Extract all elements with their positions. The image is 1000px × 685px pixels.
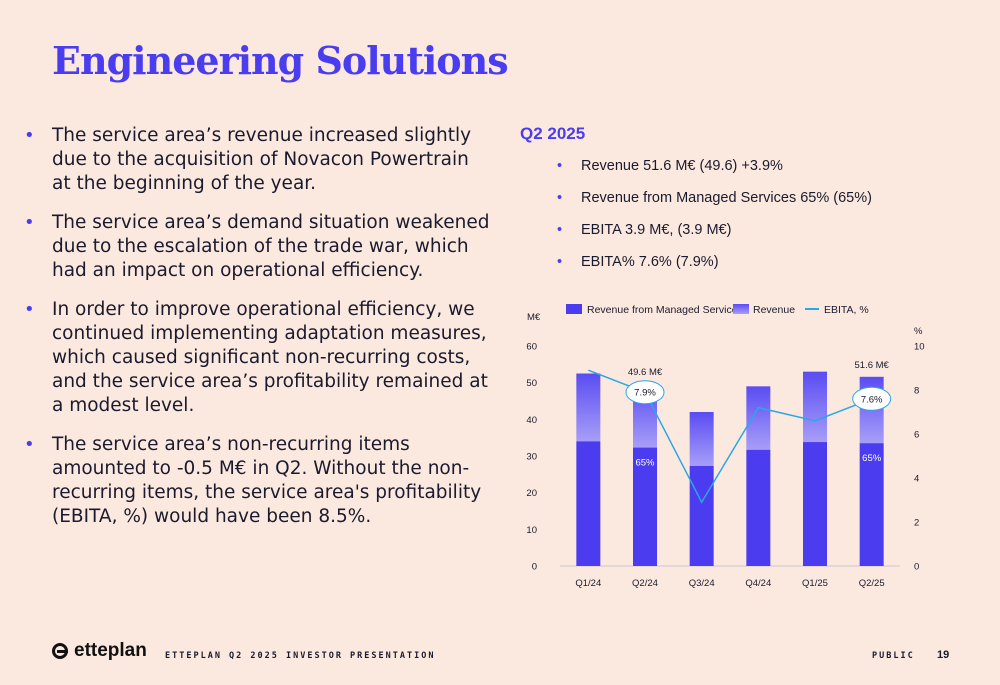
revenue-ebita-chart: Revenue from Managed Services Revenue EBIT… xyxy=(526,304,925,589)
kpi-item: EBITA 3.9 M€, (3.9 M€) xyxy=(555,219,872,251)
etteplan-logo-icon xyxy=(52,643,68,659)
y-axis-label: M€ xyxy=(527,312,541,323)
managed-services-bar xyxy=(576,441,601,566)
y2-tick-label: 4 xyxy=(914,474,919,485)
y2-tick-label: 2 xyxy=(914,518,919,529)
ebita-data-label: 7.9% xyxy=(634,388,656,399)
bullet-item: In order to improve operational efficien… xyxy=(22,298,492,418)
managed-services-data-label: 65% xyxy=(635,458,655,469)
revenue-bar xyxy=(746,386,771,450)
legend-swatch-ms xyxy=(566,304,582,314)
y2-tick-label: 6 xyxy=(914,430,919,441)
revenue-bar xyxy=(803,371,827,443)
managed-services-bar xyxy=(859,443,884,566)
legend-swatch-revenue xyxy=(733,304,749,314)
revenue-bar xyxy=(576,373,601,442)
kpi-item: EBITA% 7.6% (7.9%) xyxy=(555,251,872,283)
y-tick-label: 30 xyxy=(526,452,537,463)
y-tick-label: 10 xyxy=(526,525,537,536)
x-tick-label: Q2/24 xyxy=(632,578,658,589)
y2-tick-label: 10 xyxy=(914,342,925,353)
managed-services-bar xyxy=(803,442,827,566)
y-tick-label: 40 xyxy=(526,415,537,426)
y-tick-label: 20 xyxy=(526,488,537,499)
managed-services-data-label: 65% xyxy=(862,453,882,464)
kpi-item: Revenue from Managed Services 65% (65%) xyxy=(555,187,872,219)
x-tick-label: Q1/24 xyxy=(575,578,601,589)
etteplan-logo: etteplan xyxy=(52,640,147,662)
y-tick-label: 50 xyxy=(526,378,537,389)
bullet-list: The service area’s revenue increased sli… xyxy=(22,124,492,544)
bullet-item: The service area’s revenue increased sli… xyxy=(22,124,492,196)
x-tick-label: Q2/25 xyxy=(859,578,885,589)
legend-label: EBITA, % xyxy=(824,304,869,316)
managed-services-bar xyxy=(689,465,714,566)
kpi-item: Revenue 51.6 M€ (49.6) +3.9% xyxy=(555,155,872,187)
kpi-list: Revenue 51.6 M€ (49.6) +3.9% Revenue fro… xyxy=(555,155,872,283)
quarter-title: Q2 2025 xyxy=(520,124,586,143)
footer-text: ETTEPLAN Q2 2025 INVESTOR PRESENTATION xyxy=(165,651,436,661)
y2-tick-label: 0 xyxy=(914,562,919,573)
y2-axis-label: % xyxy=(914,326,923,337)
y2-tick-label: 8 xyxy=(914,386,919,397)
classification-label: PUBLIC xyxy=(872,651,915,661)
x-tick-label: Q4/24 xyxy=(745,578,771,589)
page-number: 19 xyxy=(937,649,950,661)
y-tick-label: 60 xyxy=(526,342,537,353)
ebita-label-bubble xyxy=(852,386,892,411)
bullet-item: The service area’s non-recurring items a… xyxy=(22,433,492,529)
bullet-item: The service area’s demand situation weak… xyxy=(22,211,492,283)
revenue-data-label: 49.6 M€ xyxy=(628,367,663,378)
revenue-data-label: 51.6 M€ xyxy=(855,360,890,371)
logo-text: etteplan xyxy=(74,640,147,661)
ebita-data-label: 7.6% xyxy=(861,394,883,405)
x-tick-label: Q3/24 xyxy=(689,578,715,589)
x-tick-label: Q1/25 xyxy=(802,578,828,589)
revenue-bar xyxy=(689,412,714,466)
legend-label: Revenue from Managed Services xyxy=(587,304,743,316)
legend-label: Revenue xyxy=(753,304,795,316)
managed-services-bar xyxy=(746,449,771,566)
managed-services-bar xyxy=(633,447,657,566)
y-tick-label: 0 xyxy=(532,562,537,573)
ebita-label-bubble xyxy=(625,380,665,405)
page-title: Engineering Solutions xyxy=(52,38,509,83)
